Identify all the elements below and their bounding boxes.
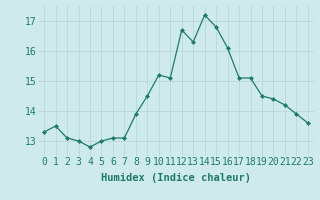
X-axis label: Humidex (Indice chaleur): Humidex (Indice chaleur)	[101, 173, 251, 183]
